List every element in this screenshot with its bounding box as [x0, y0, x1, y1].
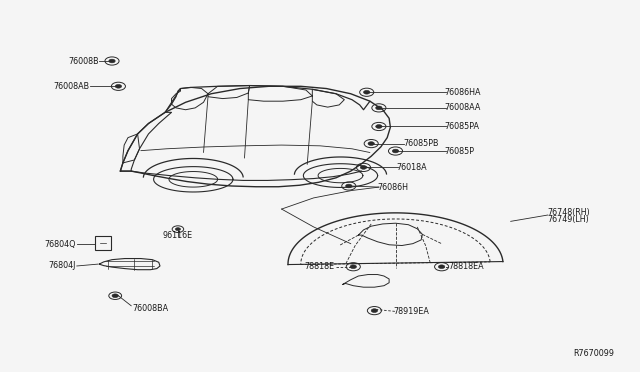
Text: 76749(LH): 76749(LH)	[548, 215, 589, 224]
Circle shape	[112, 294, 118, 298]
Circle shape	[350, 265, 356, 269]
Text: 76086H: 76086H	[378, 183, 408, 192]
Circle shape	[392, 149, 399, 153]
Circle shape	[438, 265, 445, 269]
Text: 76085PA: 76085PA	[445, 122, 480, 131]
Circle shape	[115, 84, 122, 88]
Text: 76086HA: 76086HA	[445, 88, 481, 97]
Text: R7670099: R7670099	[573, 349, 614, 358]
Circle shape	[376, 125, 382, 128]
Text: 76008AB: 76008AB	[54, 82, 90, 91]
Text: 96116E: 96116E	[163, 231, 193, 240]
Text: 76804J: 76804J	[48, 262, 76, 270]
Circle shape	[175, 228, 180, 231]
Text: 76008B: 76008B	[68, 57, 99, 66]
Circle shape	[371, 309, 378, 312]
Text: 76008AA: 76008AA	[445, 103, 481, 112]
Text: 76748(RH): 76748(RH)	[548, 208, 591, 217]
Text: 76804Q: 76804Q	[44, 240, 76, 248]
Circle shape	[360, 166, 367, 169]
Text: 78818E: 78818E	[305, 262, 335, 271]
Text: 76018A: 76018A	[397, 163, 428, 172]
Text: 76085PB: 76085PB	[403, 139, 438, 148]
Circle shape	[368, 142, 374, 145]
Circle shape	[376, 106, 382, 110]
Text: 76085P: 76085P	[445, 147, 475, 155]
Circle shape	[346, 184, 352, 188]
Text: 76008BA: 76008BA	[132, 304, 168, 313]
Text: 78919EA: 78919EA	[394, 307, 429, 316]
Text: 78818EA: 78818EA	[448, 262, 484, 271]
Circle shape	[109, 59, 115, 63]
Circle shape	[364, 90, 370, 94]
